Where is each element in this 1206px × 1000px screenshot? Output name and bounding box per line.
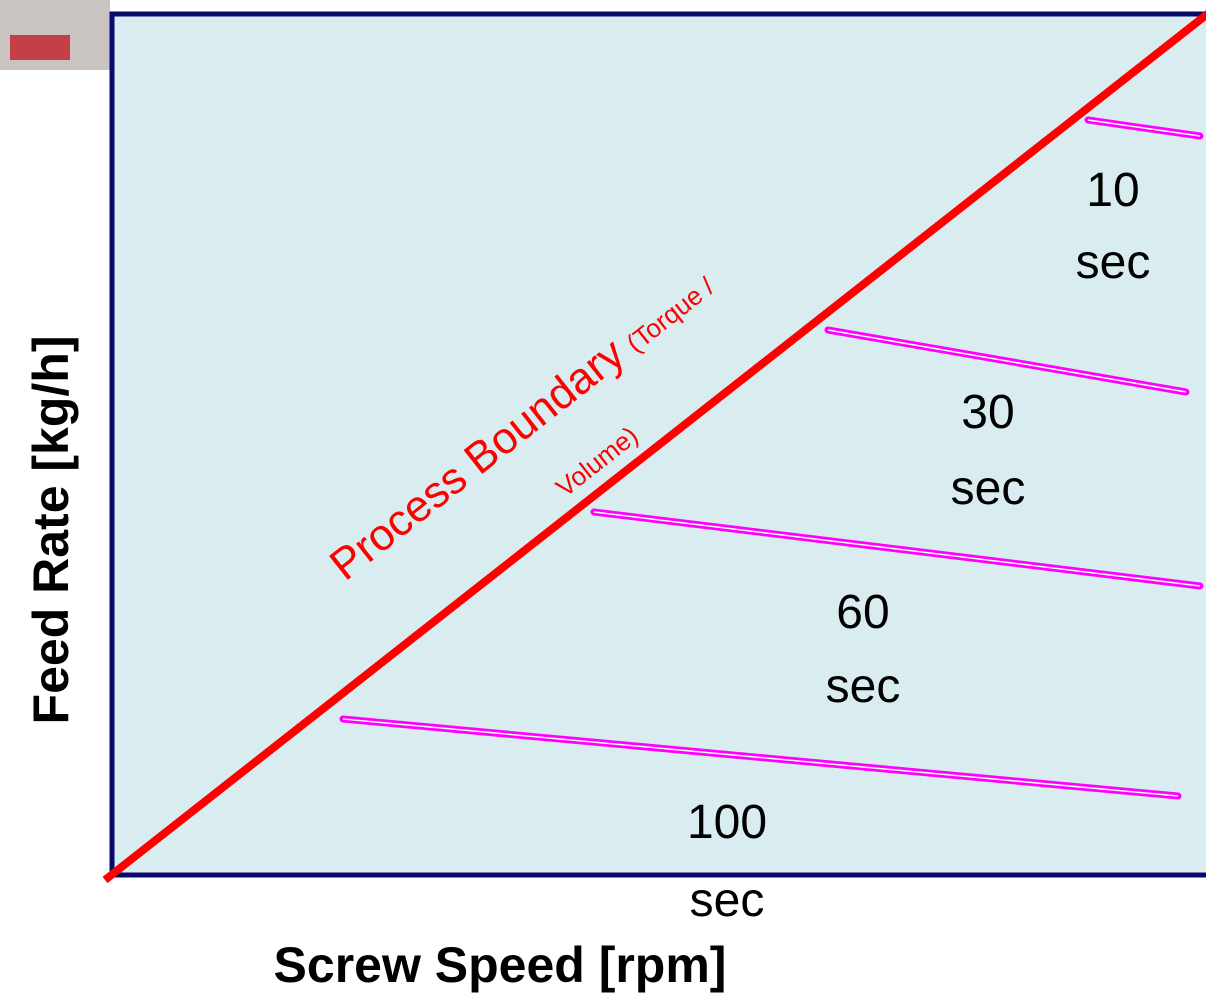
photo-fragment-detail: [10, 35, 70, 60]
curve-unit: sec: [826, 660, 901, 713]
curve-value: 10: [1086, 164, 1139, 217]
isochrone-highlight: [342, 718, 1179, 797]
isochrone-highlight: [1087, 119, 1201, 137]
curve-value: 100: [687, 796, 767, 849]
x-axis-label: Screw Speed [rpm]: [274, 937, 727, 993]
y-axis-label: Feed Rate [kg/h]: [23, 336, 79, 725]
curve-value: 60: [836, 586, 889, 639]
isochrone-highlight: [593, 511, 1201, 587]
isochrone-lines: [339, 116, 1204, 800]
curve-value: 30: [961, 386, 1014, 439]
isochrone-highlight: [827, 329, 1187, 393]
curve-unit: sec: [690, 874, 765, 927]
curve-unit: sec: [951, 462, 1026, 515]
curve-unit: sec: [1076, 236, 1151, 289]
process-boundary-line: [102, 10, 1206, 884]
